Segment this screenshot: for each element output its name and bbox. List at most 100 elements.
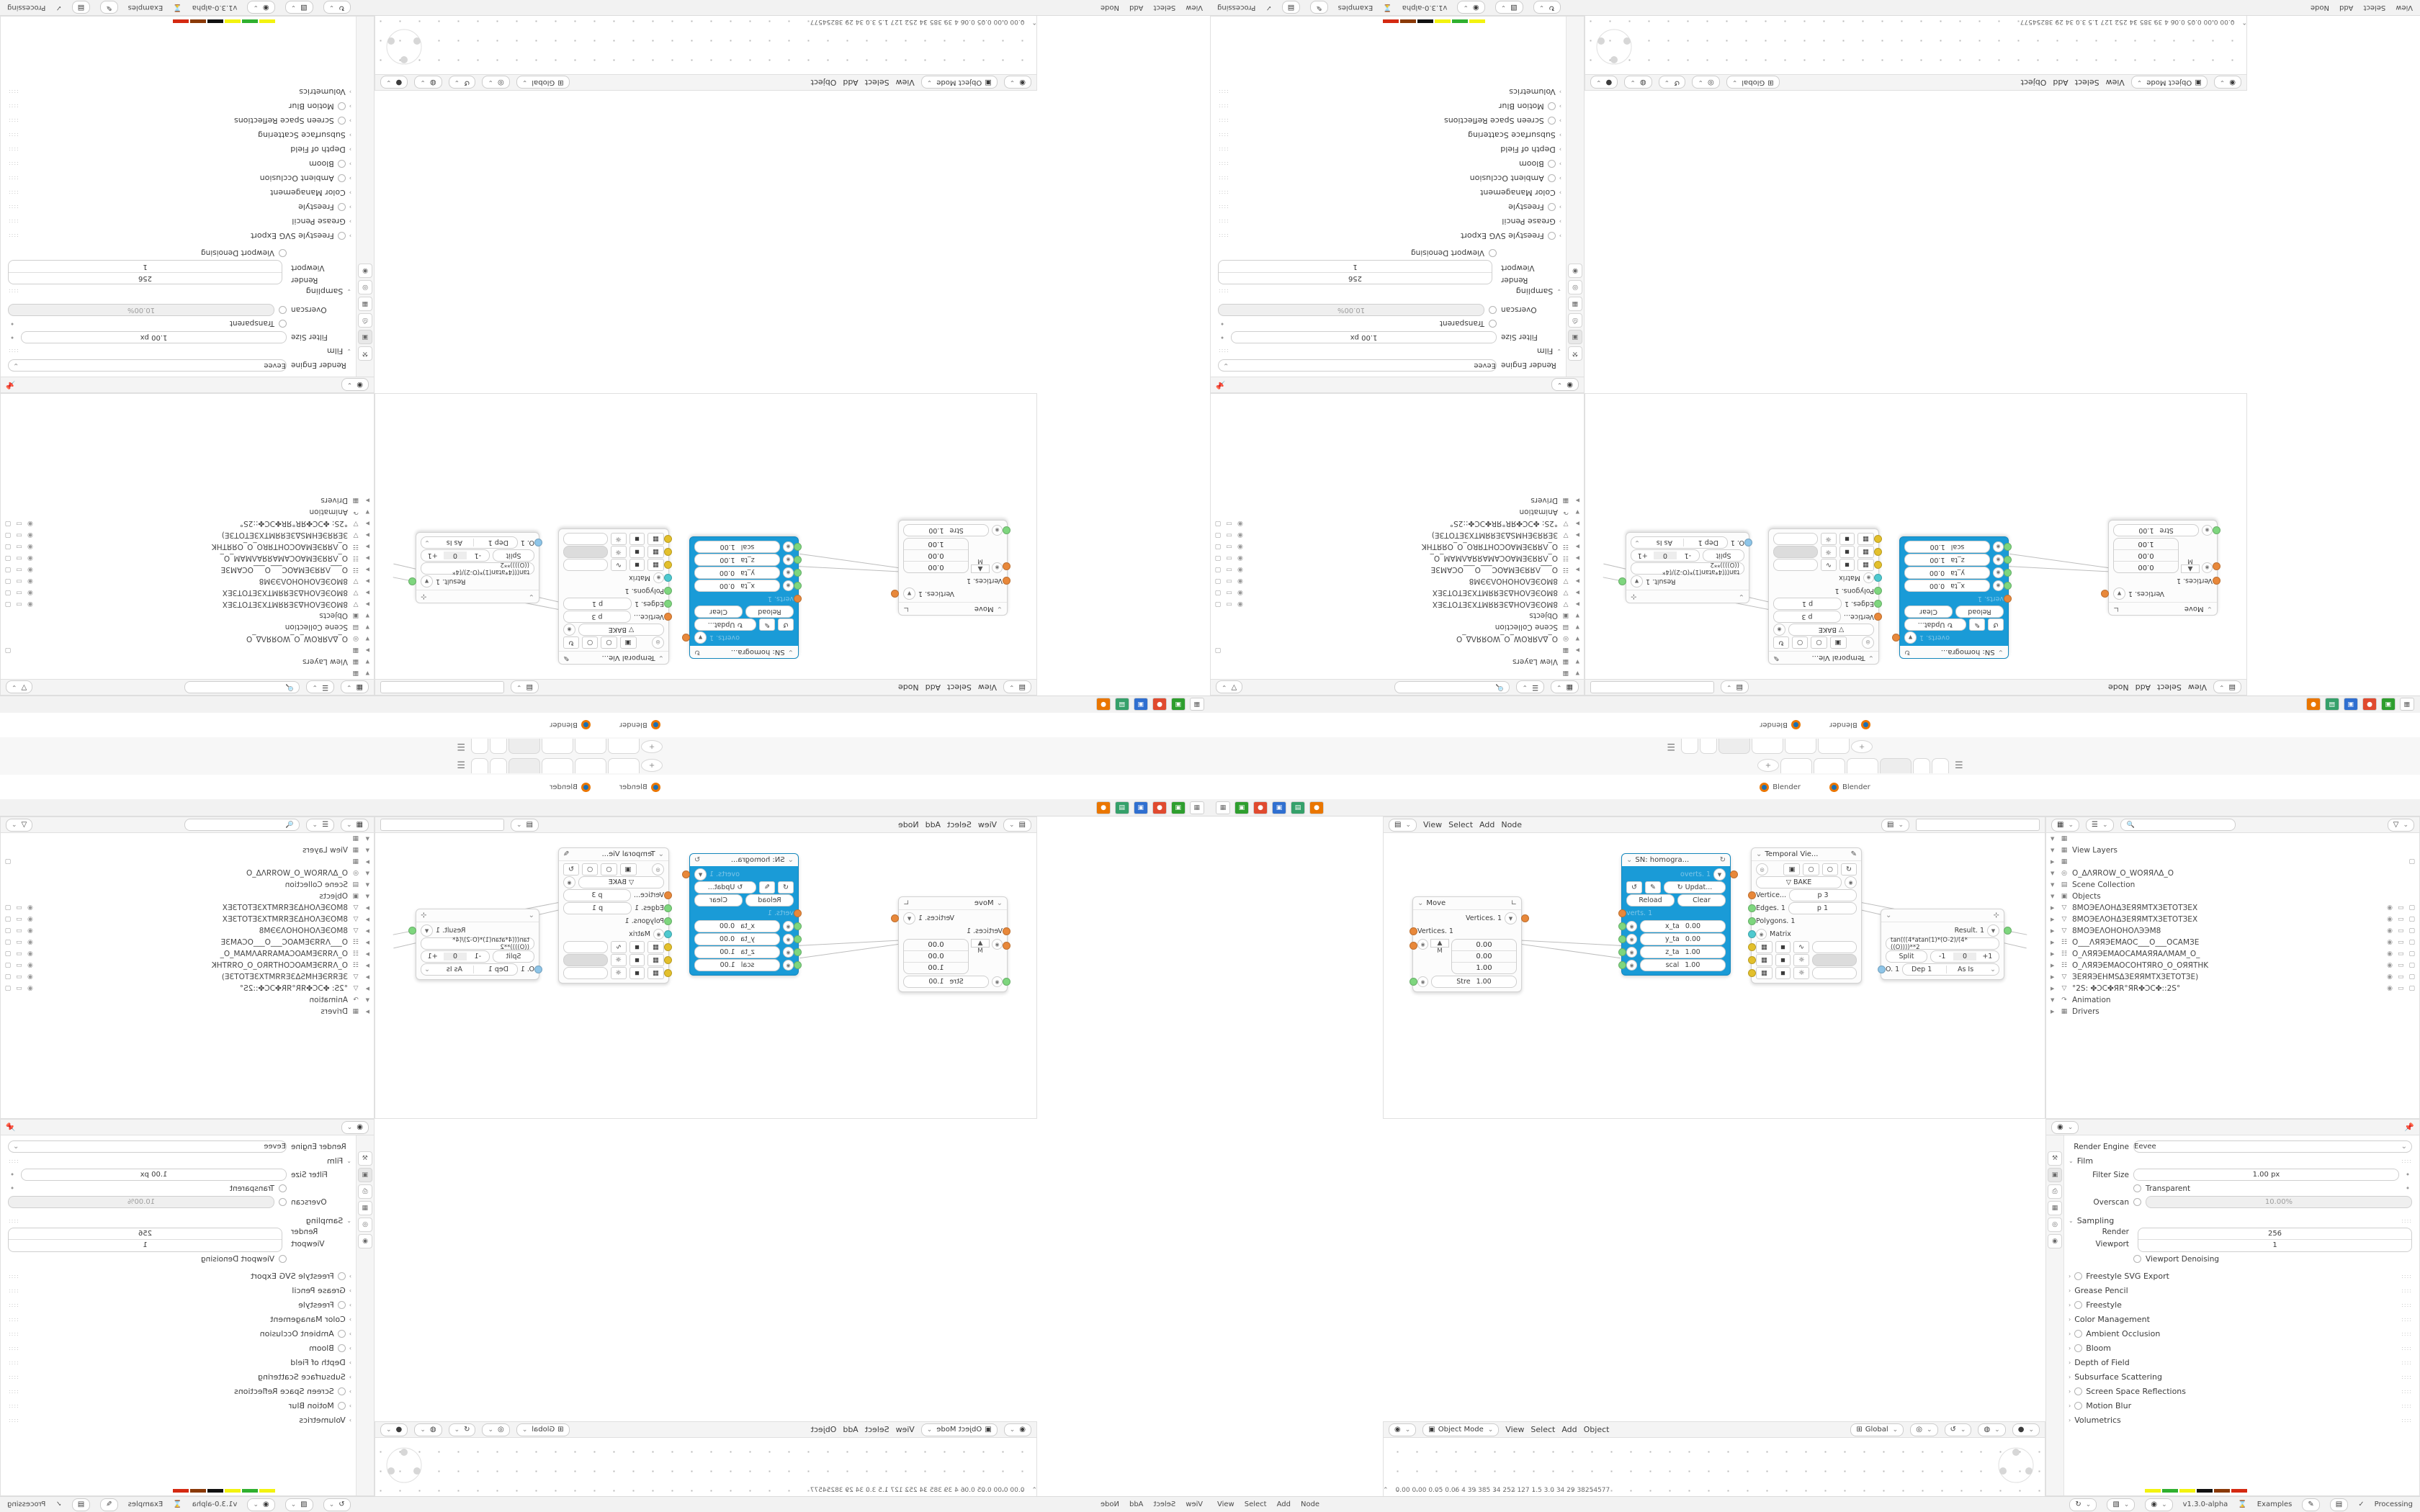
- outliner-tree[interactable]: ▼ ▦ ▼ ▦ View Layers ▶ ▦ ▢ ▼ ◎ O_ΔΛЯROW_O_WOЯЯΛΔ_O ▼…: [1, 394, 374, 679]
- refresh-icon[interactable]: ↻: [1773, 636, 1789, 649]
- render-engine-row[interactable]: Render Engine Eevee ⌄: [2069, 1140, 2412, 1153]
- collapse-chevron-icon[interactable]: ⌄: [1756, 850, 1762, 858]
- socket-o-in[interactable]: [534, 966, 542, 973]
- node-param-row[interactable]: ◉ x_ta 0.00: [1904, 580, 2012, 592]
- chevron-down-icon[interactable]: ⌄: [346, 1157, 351, 1164]
- expand-triangle-icon[interactable]: ▼: [1575, 613, 1579, 618]
- material-icon[interactable]: ◾: [1839, 546, 1855, 558]
- node-reload-clear-row[interactable]: Reload Clear: [1626, 894, 1726, 906]
- node-header[interactable]: ⌄ SN: homogra... ↻: [690, 646, 798, 658]
- split-button[interactable]: Split: [1886, 950, 1927, 963]
- outliner-row[interactable]: ▶ ▽ °2S: ✤ƆC✤ЯR°ЯR✤ƆC✤::2S° ◉ ▭ ▢: [1, 518, 374, 529]
- mode-selector[interactable]: ▣ Object Mode: [1422, 1423, 1500, 1436]
- outliner-row-toggles[interactable]: ◉ ▭ ▢: [5, 554, 33, 562]
- vector-x[interactable]: 0.00: [904, 940, 968, 951]
- node-output-row[interactable]: Result. 1 ▼: [1618, 575, 1744, 588]
- properties-tab-view-layer[interactable]: ▦: [1568, 297, 1582, 311]
- socket-option[interactable]: [1874, 548, 1882, 556]
- node-bake-row[interactable]: ▽ BAKE ◉: [563, 876, 664, 888]
- properties-section-collapsed[interactable]: › Freestyle::::: [2069, 1297, 2412, 1312]
- section-checkbox[interactable]: [337, 203, 346, 212]
- browser-tab[interactable]: [608, 757, 640, 773]
- statusbar[interactable]: View Select Add Node ↻ ▧ ◉ v1.3.0-alpha …: [0, 0, 1210, 16]
- chevron-right-icon[interactable]: ›: [349, 1402, 351, 1409]
- node-header[interactable]: ⌄ Move ∟: [899, 897, 1007, 910]
- properties-section-collapsed[interactable]: › Freestyle SVG Export::::: [8, 1269, 351, 1283]
- node-input-row[interactable]: O. 1 Dep 1 As Is ⌄: [1631, 536, 1752, 549]
- node-header[interactable]: ⌄ SN: homogra... ↻: [1622, 854, 1730, 866]
- browser-tabbar[interactable]: + ☰: [1210, 756, 2420, 775]
- param-value[interactable]: 0.00: [719, 582, 735, 590]
- show-edges-icon[interactable]: ○: [1811, 636, 1827, 649]
- taskbar-item[interactable]: Blender: [1760, 720, 1801, 730]
- outliner-row-toggles[interactable]: ◉ ▭ ▢: [2387, 904, 2415, 912]
- node-vector-row[interactable]: ◉ ▲ M 0.00 0.00 1.00: [2113, 538, 2220, 573]
- node-bake-row[interactable]: ▽ BAKE ◉: [1756, 876, 1857, 888]
- screen-icon[interactable]: ▭: [2397, 950, 2404, 958]
- reload-button[interactable]: Reload: [745, 894, 794, 906]
- dropdown-caret-icon[interactable]: ▼: [421, 575, 433, 588]
- expand-triangle-icon[interactable]: ▶: [1575, 521, 1579, 526]
- browser-tab[interactable]: [1700, 739, 1717, 755]
- socket-param-in[interactable]: [794, 948, 802, 956]
- dropdown-caret-icon[interactable]: ▼: [2113, 588, 2125, 600]
- link-icon[interactable]: ◉: [783, 580, 794, 591]
- section-checkbox[interactable]: [2074, 1401, 2083, 1410]
- socket-param-in[interactable]: [1618, 935, 1626, 943]
- dropdown-caret-icon[interactable]: ▼: [1505, 912, 1517, 924]
- expand-triangle-icon[interactable]: ▶: [365, 544, 369, 549]
- node-option-row[interactable]: ▦ ◾ ∿: [1773, 559, 1882, 571]
- sampling-rows[interactable]: Render Viewport 256 1: [2069, 1228, 2412, 1252]
- outliner-row-toggles[interactable]: ◉ ▭ ▢: [5, 904, 33, 912]
- chevron-right-icon[interactable]: ›: [349, 1359, 351, 1366]
- socket-vertices-in[interactable]: [1874, 613, 1882, 621]
- render-engine-select[interactable]: Eevee ⌄: [1218, 359, 1497, 372]
- expand-triangle-icon[interactable]: ▶: [365, 986, 369, 991]
- socket-o-in[interactable]: [1878, 966, 1886, 973]
- properties-content[interactable]: Render Engine Eevee ⌄ ⌄ Film ::::: [1, 1135, 356, 1495]
- node-option-row[interactable]: ▦ ◾ ☼: [1748, 967, 1857, 979]
- outliner-row-toggles[interactable]: ▢: [5, 858, 12, 865]
- chevron-right-icon[interactable]: ›: [2069, 1416, 2071, 1423]
- node-output-row[interactable]: Vertices. 1 ▼: [2101, 588, 2213, 600]
- eye-icon[interactable]: ◉: [1237, 543, 1243, 550]
- screen-icon[interactable]: ▭: [1226, 531, 1233, 539]
- chevron-right-icon[interactable]: ›: [1559, 89, 1561, 96]
- expand-triangle-icon[interactable]: ▼: [1575, 509, 1579, 515]
- outliner-row-toggles[interactable]: ◉ ▭ ▢: [5, 520, 33, 527]
- proportional-edit-toggle[interactable]: ◍: [414, 76, 442, 89]
- outliner-tree[interactable]: ▼ ▦ ▼ ▦ View Layers ▶ ▦ ▢ ▼ ◎ O_ΔΛЯROW_O_WOЯЯΛΔ_O ▼…: [2046, 833, 2419, 1118]
- socket-field[interactable]: p 3: [563, 611, 631, 623]
- properties-tab-view-layer[interactable]: ▦: [2048, 1201, 2062, 1215]
- expand-triangle-icon[interactable]: ▼: [365, 894, 369, 899]
- transparent-row[interactable]: Transparent •: [8, 1182, 351, 1195]
- socket-param-in[interactable]: [794, 961, 802, 969]
- outliner-tree[interactable]: ▼ ▦ ▼ ▦ View Layers ▶ ▦ ▢ ▼ ◎ O_ΔΛЯROW_O_WOЯЯΛΔ_O ▼…: [1211, 394, 1584, 679]
- browser-tab[interactable]: [1818, 739, 1850, 755]
- outliner-row-toggles[interactable]: ◉ ▭ ▢: [5, 962, 33, 969]
- dropdown-caret-icon[interactable]: ▼: [1987, 924, 1999, 937]
- outliner-row-toggles[interactable]: ◉ ▭ ▢: [5, 927, 33, 935]
- sverchok-icon[interactable]: ↻: [1533, 1, 1561, 14]
- chevron-right-icon[interactable]: ›: [349, 1416, 351, 1423]
- outliner-row[interactable]: ▶ ☷ O_ΛЯЯЭЕМAOCAMAЯЯAΛМAМ_O_ ◉ ▭ ▢: [1, 948, 374, 960]
- taskbar-item[interactable]: Blender: [1829, 720, 1870, 730]
- node-temporal-viewer[interactable]: ⌄ Temporal Vie... ✎ ◎ ▣ ○ ○: [1748, 847, 1862, 984]
- render-engine-row[interactable]: Render Engine Eevee ⌄: [8, 1140, 351, 1153]
- formula-field[interactable]: tan(((4*atan(1)*(O-2)/(4*((O))))**2: [1631, 562, 1744, 576]
- statusbar-menu-node[interactable]: Node: [1300, 1500, 1320, 1508]
- camera-icon[interactable]: ▢: [5, 600, 12, 608]
- properties-body[interactable]: ⚒ ▣ ⎙ ▦ ◎ ◉ Render Engine Eevee ⌄ ⌄: [1, 1135, 374, 1495]
- examples-button[interactable]: Examples: [2257, 1500, 2293, 1508]
- socket-option[interactable]: [664, 969, 672, 977]
- node-input-row[interactable]: verts. 1: [1904, 593, 2012, 604]
- node-option-row[interactable]: ▦ ◾ ☼: [563, 546, 672, 558]
- properties-tab-tool[interactable]: ⚒: [358, 346, 372, 361]
- menu-node[interactable]: Node: [1501, 820, 1523, 829]
- node-socket-row[interactable]: Polygons. 1: [563, 585, 672, 596]
- properties-tab-output[interactable]: ⎙: [358, 313, 372, 328]
- param-value[interactable]: 0.00: [719, 569, 735, 577]
- menu-view[interactable]: View: [2105, 78, 2125, 87]
- node-param-row[interactable]: ◉ y_ta 0.00: [694, 567, 802, 579]
- node-formula-row[interactable]: tan(((4*atan(1)*(O-2)/(4*((O))))**2: [1631, 562, 1744, 576]
